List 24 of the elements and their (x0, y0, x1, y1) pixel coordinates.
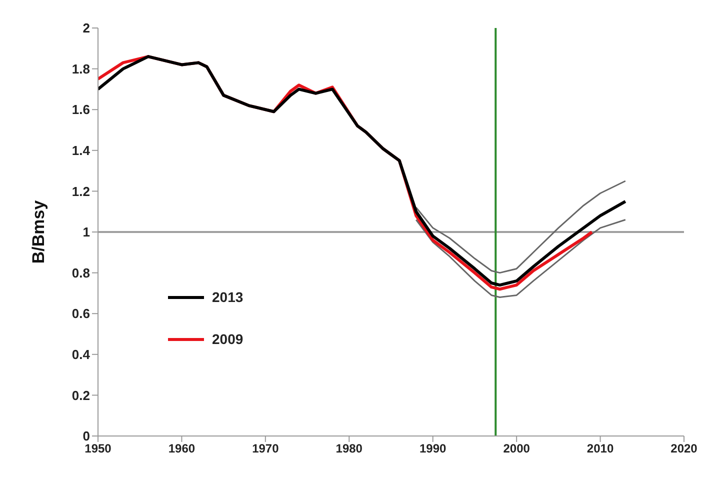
y-tick-label: 0.6 (72, 306, 90, 322)
y-tick-label: 0 (82, 428, 90, 444)
x-tick-label: 1970 (252, 442, 280, 456)
x-tick-label: 2000 (503, 442, 530, 456)
x-tick-label: 1950 (84, 442, 112, 456)
line-series (415, 180, 626, 274)
x-tick-label: 2010 (586, 442, 614, 456)
legend-label: 2013 (212, 289, 244, 305)
y-tick-label: 1 (82, 224, 90, 240)
x-tick-label: 1980 (336, 442, 363, 456)
y-tick-label: 0.8 (72, 265, 90, 280)
y-tick-label: 0.2 (72, 388, 90, 403)
y-axis-title: B/Bmsy (29, 200, 48, 264)
x-tick-label: 1990 (420, 442, 447, 456)
y-tick-label: 0.4 (72, 347, 91, 362)
x-tick-label: 2020 (670, 442, 698, 456)
legend-label: 2009 (212, 331, 244, 347)
y-tick-label: 1.4 (72, 143, 91, 158)
y-tick-label: 1.6 (72, 102, 90, 118)
y-tick-label: 2 (82, 20, 90, 36)
y-tick-label: 1.2 (72, 184, 90, 199)
x-tick-label: 1960 (168, 442, 196, 456)
y-tick-label: 1.8 (72, 61, 90, 76)
line-series (415, 219, 626, 298)
